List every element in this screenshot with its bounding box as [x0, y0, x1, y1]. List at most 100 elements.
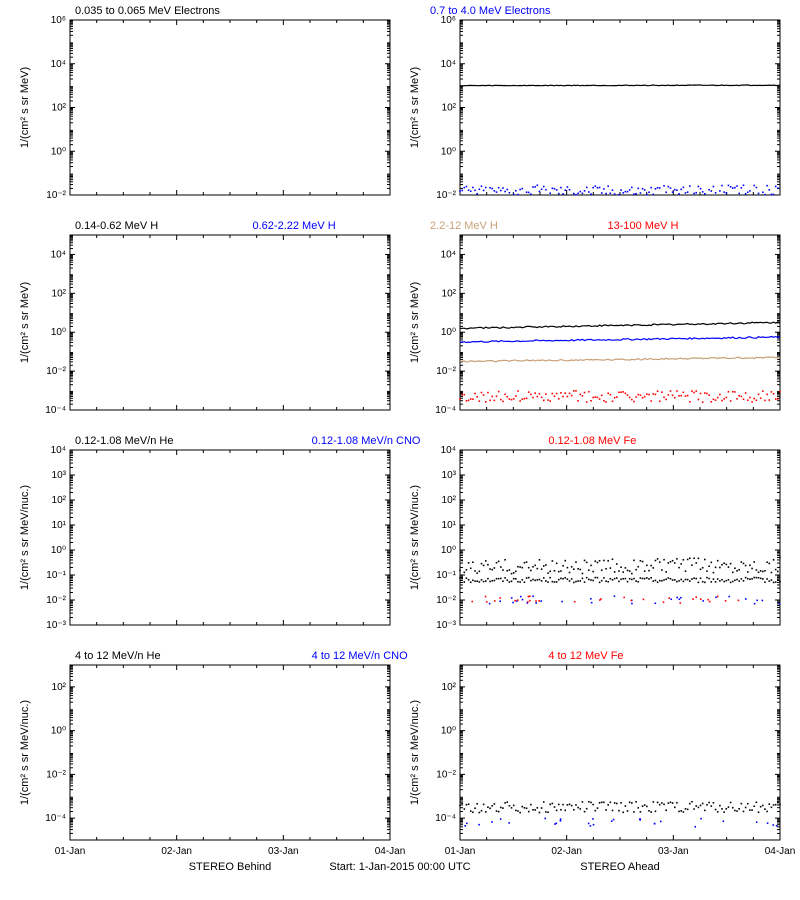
- data-point: [726, 192, 728, 194]
- data-point: [631, 603, 633, 605]
- data-point: [500, 818, 502, 820]
- data-point: [700, 188, 702, 190]
- data-point: [461, 190, 463, 192]
- data-point: [758, 394, 760, 396]
- ytick-label: 10²: [442, 103, 457, 114]
- data-point: [663, 804, 665, 806]
- data-point: [723, 581, 725, 583]
- data-point: [678, 598, 680, 600]
- data-point: [773, 559, 775, 561]
- data-point: [629, 570, 631, 572]
- data-point: [468, 579, 470, 581]
- ytick-label: 10⁴: [441, 445, 456, 456]
- data-point: [689, 803, 691, 805]
- data-point: [736, 398, 738, 400]
- data-point: [775, 186, 777, 188]
- data-point: [470, 810, 472, 812]
- data-point: [526, 397, 528, 399]
- data-point: [564, 189, 566, 191]
- data-point: [695, 192, 697, 194]
- ytick-label: 10⁶: [51, 15, 66, 26]
- data-point: [526, 561, 528, 563]
- data-point: [599, 560, 601, 562]
- data-point: [633, 811, 635, 813]
- data-point: [584, 560, 586, 562]
- data-point: [668, 597, 670, 599]
- data-point: [764, 400, 766, 402]
- data-point: [745, 392, 747, 394]
- data-point: [541, 580, 543, 582]
- data-point: [620, 391, 622, 393]
- data-point: [582, 395, 584, 397]
- data-point: [657, 581, 659, 583]
- data-point: [618, 391, 620, 393]
- data-point: [629, 189, 631, 191]
- data-point: [614, 571, 616, 573]
- data-point: [685, 395, 687, 397]
- ytick-label: 10¹: [442, 520, 457, 531]
- data-point: [631, 573, 633, 575]
- data-point: [544, 818, 546, 820]
- data-point: [592, 187, 594, 189]
- data-point: [715, 567, 717, 569]
- data-point: [513, 572, 515, 574]
- data-point: [468, 803, 470, 805]
- data-point: [530, 570, 532, 572]
- data-point: [672, 395, 674, 397]
- data-point: [537, 579, 539, 581]
- data-point: [487, 578, 489, 580]
- data-point: [741, 803, 743, 805]
- data-point: [756, 577, 758, 579]
- data-point: [506, 189, 508, 191]
- ylabel: 1/(cm² s sr MeV/nuc.): [409, 700, 421, 805]
- data-point: [771, 579, 773, 581]
- data-point: [734, 391, 736, 393]
- data-point: [665, 399, 667, 401]
- ytick-label: 10⁻²: [46, 769, 66, 780]
- data-point: [773, 582, 775, 584]
- ytick-label: 10⁰: [51, 327, 66, 338]
- data-point: [723, 191, 725, 193]
- data-point: [556, 189, 558, 191]
- data-point: [543, 801, 545, 803]
- data-point: [463, 394, 465, 396]
- data-point: [595, 577, 597, 579]
- data-point: [730, 563, 732, 565]
- data-point: [741, 187, 743, 189]
- data-point: [515, 810, 517, 812]
- data-point: [704, 559, 706, 561]
- data-point: [777, 801, 779, 803]
- data-point: [771, 572, 773, 574]
- ytick-label: 10⁻²: [436, 366, 456, 377]
- data-point: [625, 567, 627, 569]
- data-point: [472, 579, 474, 581]
- data-point: [499, 600, 501, 602]
- data-point: [496, 810, 498, 812]
- data-point: [743, 563, 745, 565]
- data-point: [622, 571, 624, 573]
- data-point: [476, 803, 478, 805]
- data-point: [732, 571, 734, 573]
- data-point: [593, 824, 595, 826]
- data-point: [489, 400, 491, 402]
- data-point: [642, 578, 644, 580]
- data-point: [612, 189, 614, 191]
- data-point: [676, 558, 678, 560]
- series-title: 13-100 MeV H: [608, 220, 679, 232]
- data-point: [478, 824, 480, 826]
- data-point: [599, 187, 601, 189]
- data-point: [736, 185, 738, 187]
- data-point: [695, 805, 697, 807]
- data-point: [575, 194, 577, 196]
- data-point: [753, 577, 755, 579]
- data-point: [575, 581, 577, 583]
- data-line: [460, 322, 780, 329]
- data-point: [723, 811, 725, 813]
- data-point: [590, 565, 592, 567]
- data-point: [756, 801, 758, 803]
- data-point: [698, 558, 700, 560]
- data-point: [498, 561, 500, 563]
- data-point: [569, 189, 571, 191]
- data-point: [530, 193, 532, 195]
- data-point: [500, 399, 502, 401]
